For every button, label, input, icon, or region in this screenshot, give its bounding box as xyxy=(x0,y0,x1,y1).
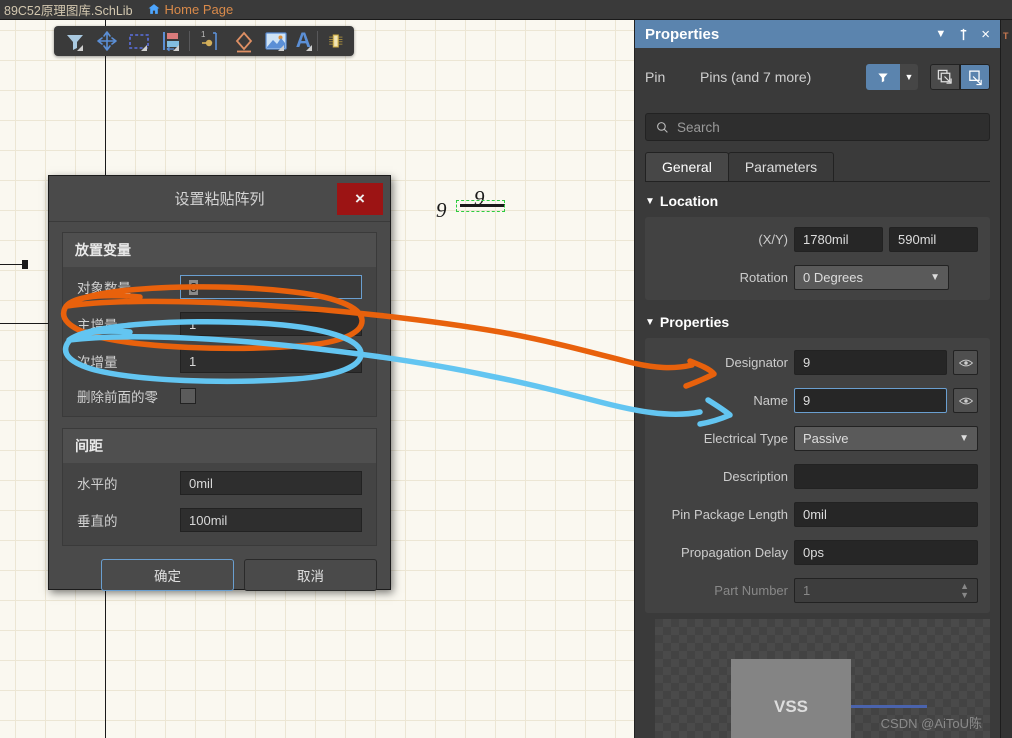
svg-text:1: 1 xyxy=(201,30,206,39)
